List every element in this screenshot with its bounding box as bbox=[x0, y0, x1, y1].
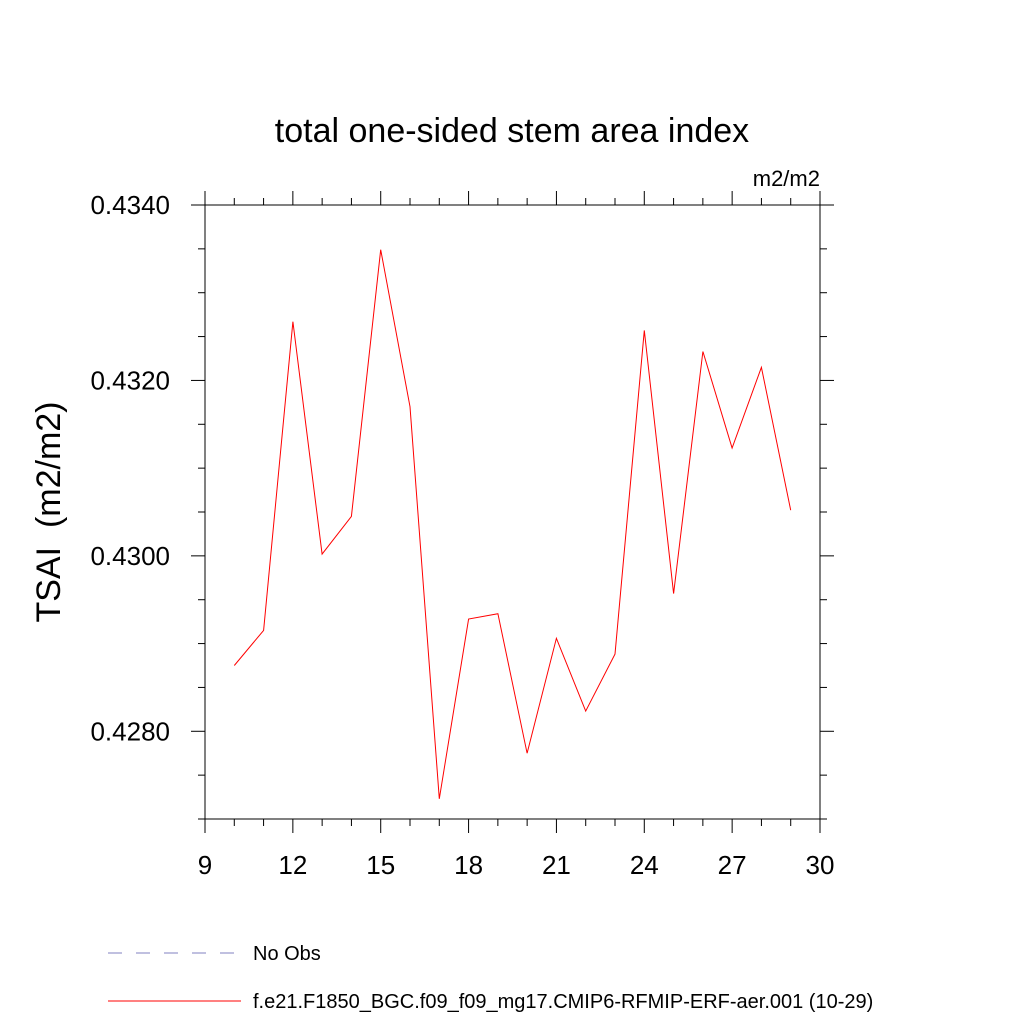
chart-title: total one-sided stem area index bbox=[275, 112, 749, 150]
x-tick-label: 24 bbox=[630, 850, 659, 880]
legend-label: f.e21.F1850_BGC.f09_f09_mg17.CMIP6-RFMIP… bbox=[253, 991, 873, 1013]
x-tick-label: 30 bbox=[806, 850, 835, 880]
plot-frame bbox=[204, 204, 821, 820]
units-label: m2/m2 bbox=[753, 166, 820, 191]
x-tick-label: 27 bbox=[718, 850, 747, 880]
y-tick-label: 0.4320 bbox=[90, 365, 170, 395]
y-tick-label: 0.4340 bbox=[90, 190, 170, 220]
x-tick-label: 18 bbox=[454, 850, 483, 880]
y-axis-label: TSAI (m2/m2) bbox=[30, 401, 68, 622]
axis-ticks bbox=[191, 191, 834, 833]
x-tick-label: 12 bbox=[278, 850, 307, 880]
y-tick-label: 0.4300 bbox=[90, 541, 170, 571]
legend-label: No Obs bbox=[253, 943, 321, 965]
x-tick-label: 21 bbox=[542, 850, 571, 880]
legend: No Obs f.e21.F1850_BGC.f09_f09_mg17.CMIP6… bbox=[108, 943, 873, 1013]
series-line bbox=[233, 249, 792, 799]
x-tick-label: 15 bbox=[366, 850, 395, 880]
tick-labels: 9 12 15 18 21 24 27 30 0.4280 0.4300 0.4320 0.4340 bbox=[90, 190, 834, 880]
x-tick-label: 9 bbox=[198, 850, 212, 880]
series-layer bbox=[233, 249, 792, 799]
y-tick-label: 0.4280 bbox=[90, 716, 170, 746]
